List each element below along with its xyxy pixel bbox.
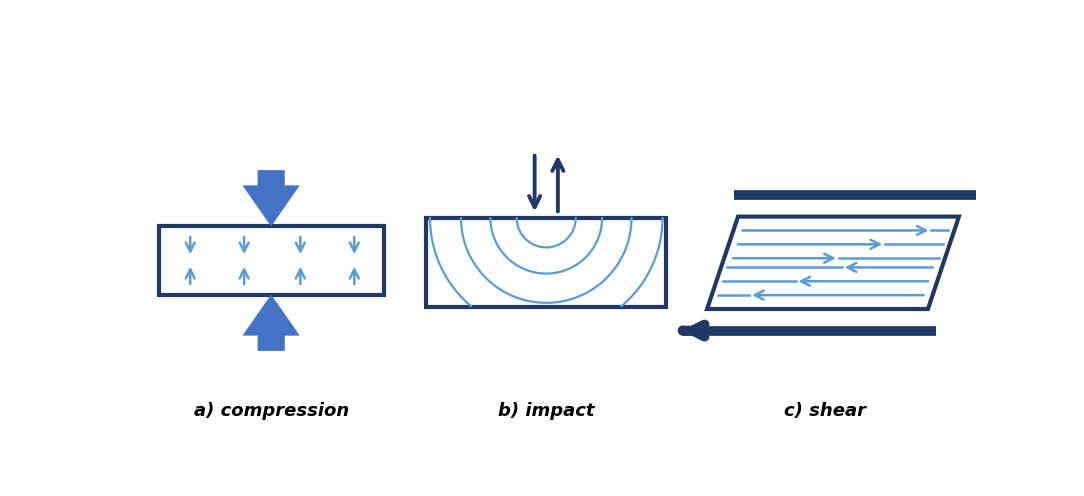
Text: c) shear: c) shear	[784, 402, 866, 420]
Polygon shape	[707, 217, 959, 309]
Bar	[158, 226, 384, 295]
Text: b) impact: b) impact	[498, 402, 594, 420]
Polygon shape	[243, 295, 299, 351]
Polygon shape	[243, 171, 299, 226]
Text: a) compression: a) compression	[194, 402, 349, 420]
Bar	[426, 218, 667, 307]
